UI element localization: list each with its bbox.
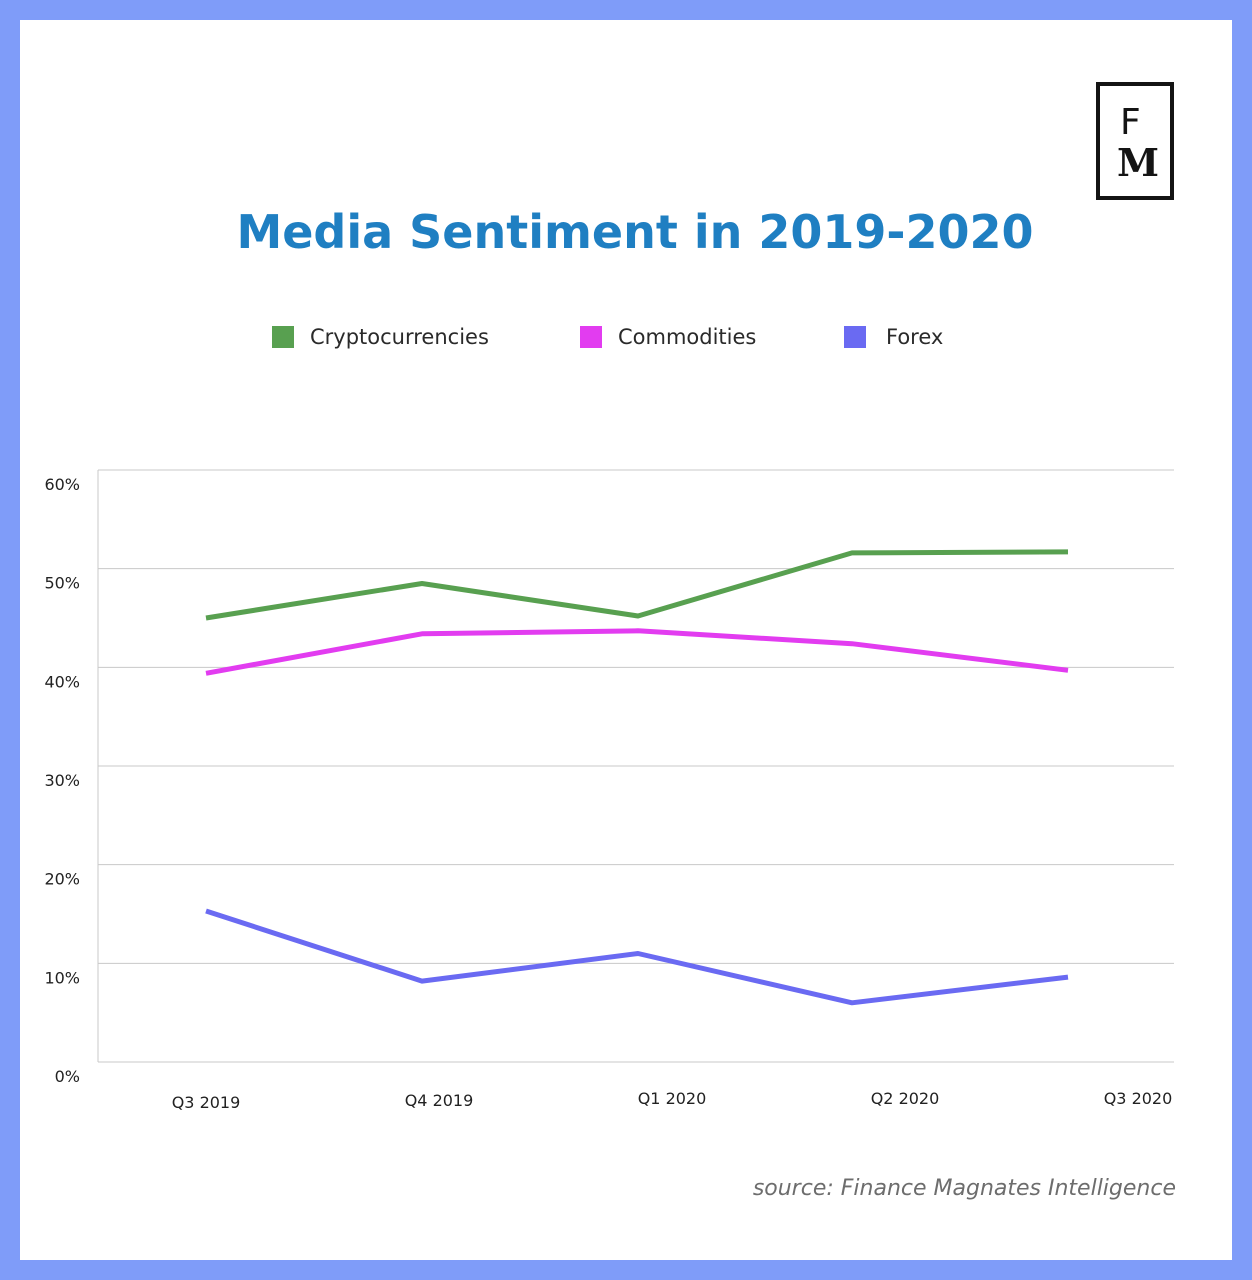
chart-card	[20, 20, 1232, 1260]
legend-item-cryptocurrencies: Cryptocurrencies	[272, 322, 489, 352]
x-tick-label-q1-2020: Q1 2020	[638, 1089, 707, 1108]
legend-swatch-commodities	[580, 326, 602, 348]
legend-item-commodities: Commodities	[580, 322, 756, 352]
chart-title: Media Sentiment in 2019-2020	[236, 205, 1034, 259]
y-tick-label-30: 30%	[44, 771, 80, 790]
y-tick-label-60: 60%	[44, 475, 80, 494]
logo-letter-bottom: M	[1117, 140, 1159, 185]
x-tick-label-q2-2020: Q2 2020	[871, 1089, 940, 1108]
series-line-commodities	[205, 628, 1069, 676]
y-tick-label-10: 10%	[44, 968, 80, 987]
legend-swatch-cryptocurrencies	[272, 326, 294, 348]
x-tick-label-q3-2019: Q3 2019	[172, 1093, 241, 1112]
y-tick-label-50: 50%	[44, 574, 80, 593]
series-line-forex	[205, 908, 1069, 1006]
logo-letter-top: F	[1120, 102, 1141, 143]
y-tick-label-40: 40%	[44, 672, 80, 691]
source-note: source: Finance Magnates Intelligence	[752, 1176, 1176, 1201]
legend-label-commodities: Commodities	[618, 325, 757, 349]
y-tick-label-20: 20%	[44, 870, 80, 889]
legend-label-cryptocurrencies: Cryptocurrencies	[310, 325, 489, 349]
legend-item-forex: Forex	[844, 322, 943, 352]
y-tick-label-0: 0%	[55, 1067, 80, 1086]
x-tick-label-q4-2019: Q4 2019	[405, 1091, 474, 1110]
x-tick-label-q3-2020: Q3 2020	[1104, 1089, 1173, 1108]
legend-swatch-forex	[844, 326, 866, 348]
series-line-cryptocurrencies	[205, 549, 1069, 621]
finance-magnates-logo: F M	[1096, 82, 1174, 200]
logo-graphic: F M	[1117, 102, 1159, 185]
legend-label-forex: Forex	[886, 325, 944, 349]
